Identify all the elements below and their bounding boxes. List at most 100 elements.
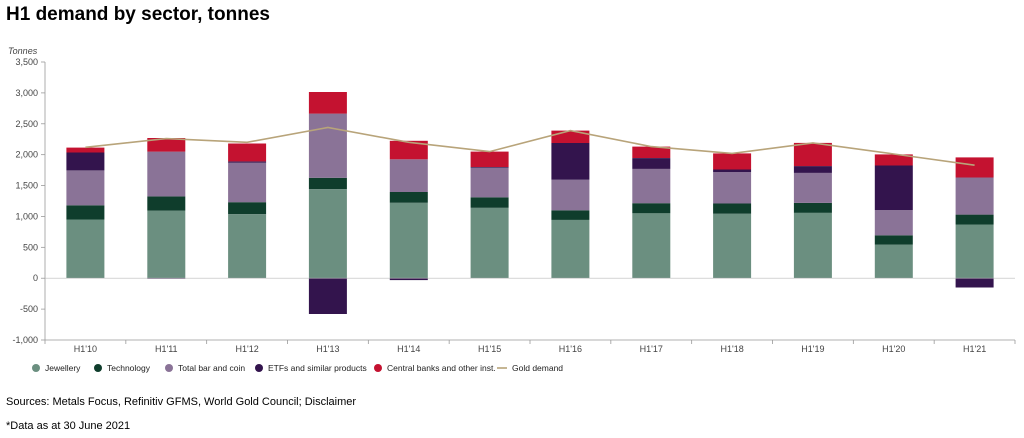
bar-technology-3	[308, 177, 347, 190]
legend-label-technology: Technology	[107, 363, 151, 373]
bar-central-banks-and-other-inst-4	[389, 140, 428, 160]
footnote: *Data as at 30 June 2021	[6, 420, 131, 432]
gold-demand-polyline	[85, 126, 975, 166]
legend-swatch-central-banks-and-other-inst	[374, 364, 382, 372]
bar-etfs-and-similar-products-11	[955, 278, 994, 288]
legend-swatch-etfs-and-similar-products	[255, 364, 263, 372]
bar-total-bar-and-coin-7	[632, 168, 671, 204]
bar-total-bar-and-coin-11	[955, 177, 994, 215]
x-tick-label: H1'14	[397, 344, 420, 354]
legend-label-gold-demand: Gold demand	[512, 363, 563, 373]
y-tick-label: 3,000	[15, 88, 38, 98]
legend-swatch-total-bar-and-coin	[165, 364, 173, 372]
x-axis: H1'10 H1'11 H1'12 H1'13 H1'14 H1'15 H1'16 H1'17…	[44, 277, 1016, 354]
bar-technology-9	[793, 202, 832, 213]
bar-jewellery-9	[793, 212, 832, 279]
bar-etfs-and-similar-products-9	[793, 166, 832, 173]
y-tick-label: 2,500	[15, 119, 38, 129]
y-axis: -1,000 -500 0 500 1,000 1,500 2,000 2,500 3,000 3…	[12, 57, 46, 345]
bar-jewellery-1	[147, 210, 186, 279]
bar-technology-4	[389, 192, 428, 203]
legend-swatch-technology	[94, 364, 102, 372]
bar-central-banks-and-other-inst-7	[632, 146, 671, 158]
bar-jewellery-0	[66, 219, 105, 279]
bar-jewellery-4	[389, 202, 428, 279]
legend-swatch-jewellery	[32, 364, 40, 372]
bar-etfs-and-similar-products-5	[470, 167, 509, 168]
bar-total-bar-and-coin-8	[713, 172, 752, 204]
bar-etfs-and-similar-products-10	[874, 165, 913, 210]
chart-title: H1 demand by sector, tonnes	[6, 4, 270, 25]
gold-demand-line	[85, 126, 975, 166]
y-tick-label: 3,500	[15, 57, 38, 67]
bar-technology-1	[147, 196, 186, 211]
x-tick-label: H1'16	[559, 344, 582, 354]
bar-jewellery-8	[713, 213, 752, 279]
bar-etfs-and-similar-products-0	[66, 152, 105, 171]
bar-technology-5	[470, 197, 509, 208]
bar-jewellery-2	[228, 214, 267, 279]
legend-label-etfs-and-similar-products: ETFs and similar products	[268, 363, 367, 373]
bar-central-banks-and-other-inst-8	[713, 153, 752, 170]
x-tick-label: H1'20	[882, 344, 905, 354]
x-tick-label: H1'21	[963, 344, 986, 354]
legend: Jewellery Technology Total bar and coin ETF…	[32, 363, 563, 373]
bar-total-bar-and-coin-0	[66, 170, 105, 206]
x-tick-label: H1'19	[801, 344, 824, 354]
bar-total-bar-and-coin-10	[874, 210, 913, 236]
x-tick-label: H1'17	[640, 344, 663, 354]
x-tick-label: H1'10	[74, 344, 97, 354]
bar-central-banks-and-other-inst-2	[228, 143, 267, 162]
bars	[66, 92, 994, 314]
bar-technology-7	[632, 203, 671, 214]
bar-total-bar-and-coin-9	[793, 172, 832, 203]
bar-jewellery-7	[632, 213, 671, 279]
bar-total-bar-and-coin-5	[470, 167, 509, 198]
bar-etfs-and-similar-products-8	[713, 169, 752, 172]
x-tick-label: H1'12	[235, 344, 258, 354]
bar-total-bar-and-coin-6	[551, 179, 590, 211]
bar-total-bar-and-coin-1	[147, 151, 186, 197]
y-tick-label: 1,500	[15, 181, 38, 191]
bar-central-banks-and-other-inst-11	[955, 157, 994, 178]
bar-etfs-and-similar-products-2	[228, 161, 267, 163]
y-tick-label: 500	[23, 242, 38, 252]
bar-jewellery-3	[308, 189, 347, 279]
y-tick-label: -1,000	[12, 335, 38, 345]
bar-jewellery-5	[470, 207, 509, 279]
x-tick-label: H1'18	[720, 344, 743, 354]
bar-central-banks-and-other-inst-1	[147, 138, 186, 152]
bar-central-banks-and-other-inst-9	[793, 142, 832, 167]
bar-total-bar-and-coin-4	[389, 159, 428, 192]
bar-jewellery-6	[551, 219, 590, 279]
bar-etfs-and-similar-products-7	[632, 158, 671, 169]
bar-etfs-and-similar-products-6	[551, 142, 590, 180]
bar-jewellery-11	[955, 224, 994, 279]
y-tick-label: 0	[33, 273, 38, 283]
bar-total-bar-and-coin-3	[308, 113, 347, 178]
bar-technology-10	[874, 235, 913, 245]
y-tick-label: 2,000	[15, 150, 38, 160]
bar-technology-8	[713, 203, 752, 214]
y-tick-label: 1,000	[15, 211, 38, 221]
bar-technology-2	[228, 202, 267, 215]
bar-central-banks-and-other-inst-10	[874, 154, 913, 166]
bar-total-bar-and-coin-2	[228, 162, 267, 203]
bar-central-banks-and-other-inst-0	[66, 147, 105, 153]
bar-central-banks-and-other-inst-3	[308, 92, 347, 114]
y-tick-label: -500	[20, 304, 38, 314]
x-tick-label: H1'13	[316, 344, 339, 354]
bar-technology-6	[551, 210, 590, 220]
bar-etfs-and-similar-products-3	[308, 278, 347, 314]
x-tick-label: H1'11	[155, 344, 178, 354]
legend-label-central-banks-and-other-inst: Central banks and other inst.	[387, 363, 496, 373]
bar-technology-0	[66, 205, 105, 220]
legend-label-jewellery: Jewellery	[45, 363, 81, 373]
bar-technology-11	[955, 214, 994, 225]
bar-central-banks-and-other-inst-5	[470, 151, 509, 167]
x-tick-label: H1'15	[478, 344, 501, 354]
y-axis-label: Tonnes	[8, 46, 38, 56]
bar-jewellery-10	[874, 244, 913, 279]
bar-etfs-and-similar-products-4	[389, 278, 428, 281]
